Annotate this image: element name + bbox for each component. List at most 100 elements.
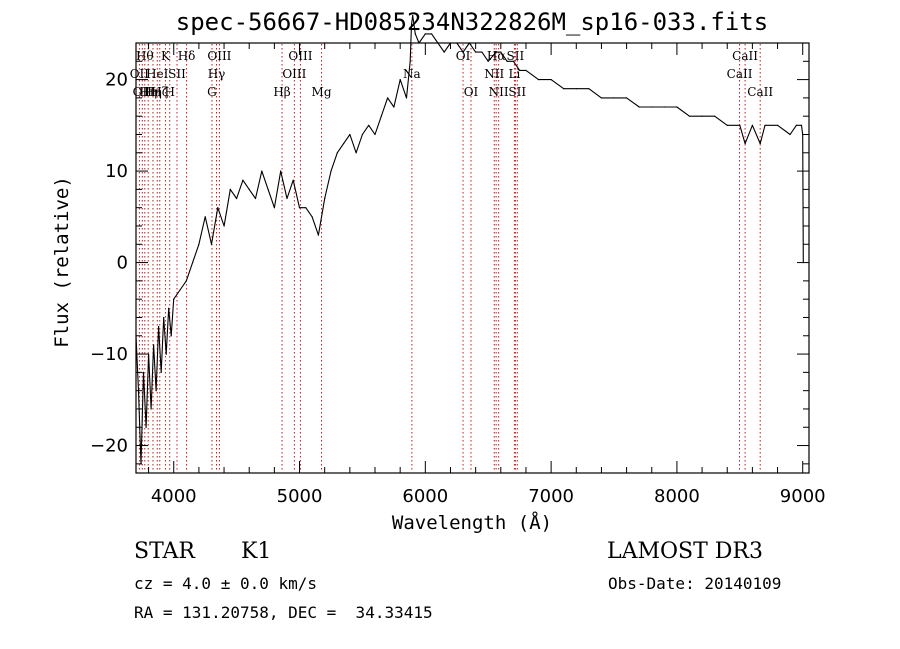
y-tick-label-4: 20 <box>105 70 128 91</box>
data-point-0-16 <box>179 289 181 291</box>
data-point-0-24 <box>229 188 231 190</box>
data-point-0-52 <box>405 97 408 99</box>
data-point-0-19 <box>198 243 200 245</box>
line-marker-label-5: HeI <box>146 67 169 81</box>
line-marker-label-19: OI <box>456 49 471 63</box>
data-point-0-36 <box>305 207 307 209</box>
data-point-0-22 <box>217 207 219 209</box>
data-point-0-76 <box>550 79 552 81</box>
data-point-0-26 <box>242 179 244 181</box>
data-point-0-99 <box>800 124 803 126</box>
data-point-0-83 <box>638 106 640 108</box>
data-point-0-59 <box>431 33 433 35</box>
redshift-cz: cz = 4.0 ± 0.0 km/s <box>134 574 318 593</box>
data-point-0-39 <box>324 197 326 200</box>
data-point-0-90 <box>726 124 728 126</box>
data-point-0-92 <box>744 143 746 145</box>
line-marker-label-28: CaII <box>732 49 758 63</box>
x-axis: 4000 5000 6000 7000 8000 9000 <box>148 43 826 507</box>
line-marker-label-1: OII <box>133 85 153 99</box>
y-axis: −20 −10 0 10 20 <box>90 42 809 465</box>
data-point-0-20 <box>204 216 206 218</box>
line-marker-label-14: Hβ <box>273 85 290 99</box>
data-point-0-51 <box>399 79 401 81</box>
data-point-0-79 <box>588 88 590 90</box>
data-point-0-82 <box>626 97 628 99</box>
data-point-0-58 <box>424 33 426 35</box>
data-point-0-72 <box>512 60 515 62</box>
data-point-0-54 <box>410 24 413 26</box>
survey-name: LAMOST DR3 <box>607 539 763 564</box>
data-point-0-50 <box>393 106 395 108</box>
data-point-0-87 <box>688 115 691 117</box>
data-point-0-7 <box>153 344 155 346</box>
data-point-0-74 <box>525 69 527 71</box>
data-point-0-49 <box>387 97 389 99</box>
spectrum-chart: spec-56667-HD085234N322826M_sp16-033.fit… <box>51 8 826 534</box>
line-marker-label-9: SII <box>168 67 186 81</box>
spectrum-series <box>135 15 804 465</box>
line-marker-label-10: Hδ <box>178 49 196 63</box>
data-point-0-33 <box>286 197 288 200</box>
data-point-0-78 <box>575 88 577 90</box>
data-point-0-88 <box>701 115 703 117</box>
line-marker-label-7: K <box>161 49 171 63</box>
x-tick-label-2: 6000 <box>402 486 448 507</box>
object-class: STAR <box>134 539 195 564</box>
data-point-0-13 <box>168 307 170 309</box>
data-point-0-77 <box>563 88 565 90</box>
chart-title: spec-56667-HD085234N322826M_sp16-033.fit… <box>176 8 768 36</box>
data-point-0-80 <box>600 97 603 99</box>
data-point-0-47 <box>374 133 376 136</box>
series-line-0 <box>135 15 804 465</box>
x-axis-label: Wavelength (Å) <box>392 511 552 534</box>
data-point-0-30 <box>267 188 269 190</box>
data-point-0-66 <box>475 51 477 53</box>
data-point-0-37 <box>311 216 313 218</box>
line-marker-label-27: CaII <box>727 67 753 81</box>
data-point-0-40 <box>330 170 332 172</box>
line-marker-label-15: OIII <box>282 67 306 81</box>
data-point-0-9 <box>158 326 160 328</box>
line-marker-label-11: G <box>207 85 217 99</box>
object-subclass: K1 <box>241 539 272 564</box>
data-point-0-23 <box>223 225 225 227</box>
data-point-0-81 <box>613 97 615 99</box>
y-tick-label-1: −10 <box>90 344 128 365</box>
data-point-0-89 <box>714 115 716 117</box>
line-marker-label-16: OIII <box>288 49 312 63</box>
y-tick-label-2: 0 <box>117 253 128 274</box>
observation-date: Obs-Date: 20140109 <box>608 574 782 593</box>
y-axis-label: Flux (relative) <box>51 176 73 348</box>
data-point-0-45 <box>361 133 363 136</box>
line-marker-label-6: Hζ <box>151 85 168 99</box>
data-point-0-25 <box>236 197 238 200</box>
data-point-0-93 <box>751 124 754 126</box>
data-point-0-31 <box>273 207 275 209</box>
data-point-0-61 <box>443 51 445 53</box>
data-point-0-84 <box>651 106 653 108</box>
data-point-0-21 <box>210 243 213 245</box>
data-point-0-94 <box>759 143 761 145</box>
data-point-0-3 <box>142 371 145 373</box>
x-tick-label-0: 4000 <box>151 486 197 507</box>
line-marker-label-18: Na <box>403 67 421 81</box>
data-point-0-35 <box>298 207 301 209</box>
data-point-0-48 <box>380 115 382 117</box>
line-marker-label-25: SII <box>507 49 525 63</box>
x-tick-label-3: 7000 <box>528 486 574 507</box>
line-marker-label-12: Hγ <box>208 67 226 81</box>
data-point-0-97 <box>789 133 791 136</box>
line-marker-label-26: SII <box>508 85 526 99</box>
y-tick-label-3: 10 <box>105 161 128 182</box>
data-point-0-69 <box>495 51 497 53</box>
data-point-0-14 <box>170 335 172 337</box>
data-point-0-68 <box>487 60 489 62</box>
data-point-0-43 <box>349 133 351 136</box>
data-point-0-38 <box>317 234 319 236</box>
line-marker-label-22: Hα <box>487 49 506 63</box>
data-point-0-17 <box>185 280 187 282</box>
data-point-0-12 <box>165 353 167 355</box>
data-point-0-8 <box>155 390 157 392</box>
